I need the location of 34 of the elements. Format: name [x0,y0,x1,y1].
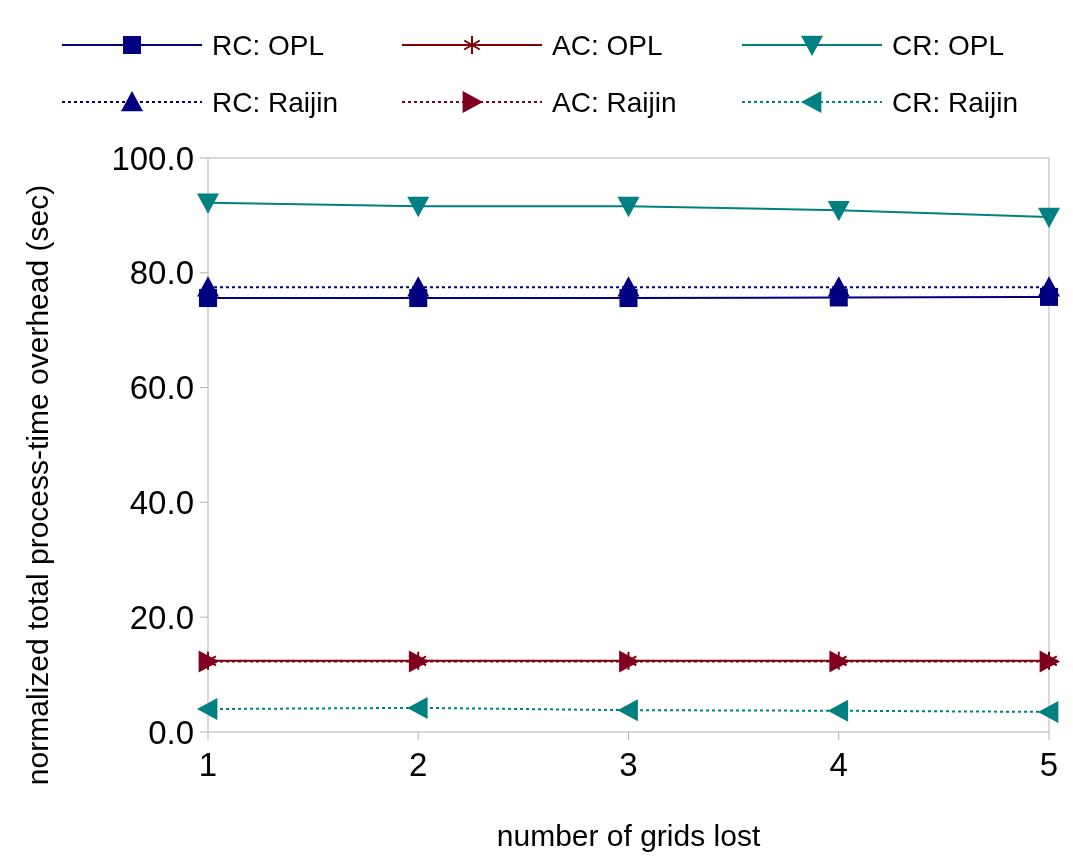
point [617,276,640,297]
legend-label: AC: OPL [552,29,663,61]
point [827,200,850,222]
point [197,193,219,214]
legend-label: CR: Raijin [892,86,1019,118]
x-tick-label: 3 [619,746,638,783]
point [407,696,428,719]
point [197,698,218,721]
y-tick-label: 40.0 [129,483,194,521]
point [1038,700,1059,723]
legend-label: RC: Raijin [212,86,339,118]
y-tick-label: 20.0 [129,598,194,636]
x-tick-label: 5 [1039,746,1059,783]
x-tick-label: 4 [829,746,848,783]
point [1038,207,1060,229]
legend-label: CR: OPL [892,29,1005,61]
point [407,196,430,218]
point [827,699,849,722]
y-tick-label: 60.0 [129,369,194,407]
y-tick-label: 0.0 [148,713,194,751]
y-tick-label: 80.0 [129,254,194,292]
point [617,196,640,218]
y-tick-label: 100.0 [111,139,194,177]
point [617,699,638,722]
point [1038,276,1060,297]
x-tick-label: 2 [409,746,428,783]
point [407,276,430,297]
x-axis-title: number of grids lost [496,819,761,852]
point [197,276,219,297]
legend-label: AC: Raijin [552,86,677,118]
x-tick-label: 1 [198,746,218,783]
y-axis-title: normalized total process-time overhead (sec) [21,184,54,786]
point [827,276,850,297]
legend-label: RC: OPL [212,29,325,61]
